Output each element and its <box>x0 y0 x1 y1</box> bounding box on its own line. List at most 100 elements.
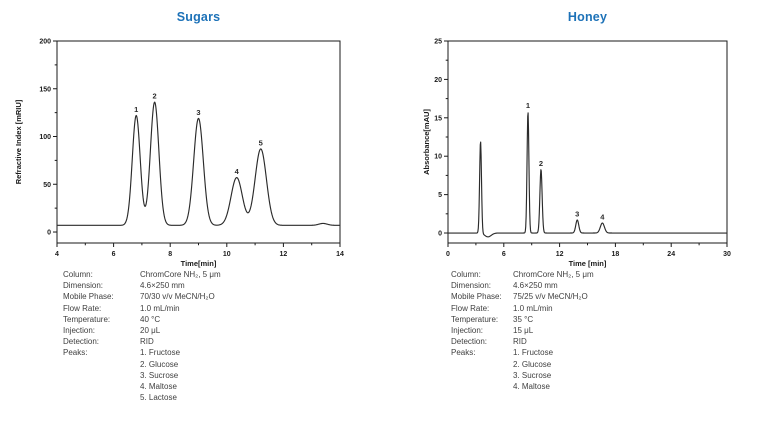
param-value: 20 μL <box>140 326 161 336</box>
y-tick-label: 20 <box>434 77 442 84</box>
param-value: 1.0 mL/min <box>513 303 553 313</box>
param-value: 5. Lactose <box>140 393 177 403</box>
condition-row: Column: ChromCore NH₂, 5 μm <box>63 269 221 280</box>
param-value: 2. Glucose <box>140 359 179 369</box>
peak-number-label: 1 <box>134 105 138 114</box>
param-label: Mobile Phase: <box>451 292 502 302</box>
y-tick-label: 0 <box>438 231 442 238</box>
param-value: 1. Fructose <box>140 348 181 358</box>
param-label: Flow Rate: <box>451 303 490 313</box>
param-label: Detection: <box>451 337 488 347</box>
chromatogram-trace <box>447 112 728 238</box>
param-label <box>63 370 140 381</box>
condition-row: Injection: 15 μL <box>451 325 594 336</box>
param-value: 4.6×250 mm <box>140 281 185 291</box>
param-label: Injection: <box>63 326 96 336</box>
param-label: Peaks: <box>63 348 88 358</box>
param-label <box>451 359 513 370</box>
condition-row: Temperature: 35 °C <box>451 314 594 325</box>
condition-row: Dimension: 4.6×250 mm <box>451 280 594 291</box>
y-axis-label: Absorbance[mAU] <box>422 109 431 175</box>
x-tick-label: 30 <box>723 251 731 258</box>
y-tick-label: 10 <box>434 154 442 161</box>
condition-row: Injection: 20 μL <box>63 325 221 336</box>
peak-number-label: 4 <box>235 167 240 176</box>
condition-row: Mobile Phase: 70/30 v/v MeCN/H₂O <box>63 291 221 302</box>
param-label: Temperature: <box>63 314 111 324</box>
x-tick-label: 6 <box>502 251 506 258</box>
y-tick-label: 5 <box>438 192 442 199</box>
condition-row: 3. Sucrose <box>451 370 594 381</box>
param-value: 4. Maltose <box>513 382 550 392</box>
x-tick-label: 8 <box>168 251 172 258</box>
param-label: Column: <box>63 270 93 279</box>
y-tick-label: 100 <box>39 134 51 141</box>
chromatogram-trace <box>56 101 341 226</box>
param-value: 70/30 v/v MeCN/H₂O <box>140 292 215 302</box>
peak-number-label: 3 <box>196 108 200 117</box>
peak-number-label: 4 <box>600 213 605 222</box>
param-value: 1.0 mL/min <box>140 303 180 313</box>
x-tick-label: 4 <box>55 251 59 258</box>
plot-frame <box>56 40 341 244</box>
param-label: Detection: <box>63 337 100 347</box>
condition-row: Flow Rate: 1.0 mL/min <box>63 303 221 314</box>
param-label <box>451 381 513 392</box>
condition-row: 4. Maltose <box>451 381 594 392</box>
peak-number-label: 5 <box>259 138 263 147</box>
param-label: Flow Rate: <box>63 303 102 313</box>
condition-row: Column: ChromCore NH₂, 5 μm <box>451 269 594 280</box>
condition-row: Temperature: 40 °C <box>63 314 221 325</box>
honey-conditions: Column: ChromCore NH₂, 5 μm Dimension: 4.6×… <box>451 269 594 392</box>
x-tick-label: 18 <box>612 251 620 258</box>
y-tick-label: 200 <box>39 39 51 46</box>
param-label <box>63 359 140 370</box>
chart-title-sugars: Sugars <box>176 10 221 24</box>
param-value: 35 °C <box>513 314 534 324</box>
param-label <box>63 381 140 392</box>
param-value: 4. Maltose <box>140 382 177 392</box>
param-label <box>63 392 140 403</box>
param-value: 2. Glucose <box>513 359 552 369</box>
param-value: ChromCore NH₂, 5 μm <box>140 270 221 279</box>
param-value: ChromCore NH₂, 5 μm <box>513 270 594 279</box>
condition-row: 3. Sucrose <box>63 370 221 381</box>
y-tick-label: 150 <box>39 86 51 93</box>
param-label: Column: <box>451 270 481 279</box>
y-tick-label: 25 <box>434 39 442 46</box>
param-value: 4.6×250 mm <box>513 281 558 291</box>
param-value: 40 °C <box>140 314 161 324</box>
condition-row: Dimension: 4.6×250 mm <box>63 280 221 291</box>
x-axis-label: Time [min] <box>569 259 607 268</box>
condition-row: Flow Rate: 1.0 mL/min <box>451 303 594 314</box>
param-value: 3. Sucrose <box>513 370 552 380</box>
param-value: RID <box>140 337 154 347</box>
y-tick-label: 15 <box>434 115 442 122</box>
sugars-chromatogram: 4 6 8 10 12 14050100150200Time[min]Refractive… <box>14 39 344 269</box>
x-tick-label: 10 <box>223 251 231 258</box>
param-value: RID <box>513 337 527 347</box>
x-axis-label: Time[min] <box>181 259 217 268</box>
condition-row: Detection: RID <box>63 336 221 347</box>
condition-row: 2. Glucose <box>63 359 221 370</box>
param-value: 15 μL <box>513 326 534 336</box>
param-label: Dimension: <box>451 281 492 291</box>
param-value: 75/25 v/v MeCN/H₂O <box>513 292 588 302</box>
param-label: Peaks: <box>451 348 476 358</box>
y-tick-label: 0 <box>47 230 51 237</box>
param-value: 3. Sucrose <box>140 370 179 380</box>
sugars-conditions: Column: ChromCore NH₂, 5 μm Dimension: 4.6×… <box>63 269 221 403</box>
chart-title-honey: Honey <box>567 10 608 24</box>
x-tick-label: 12 <box>280 251 288 258</box>
param-label <box>451 370 513 381</box>
peak-number-label: 2 <box>539 159 543 168</box>
x-tick-label: 12 <box>556 251 564 258</box>
peak-number-label: 3 <box>575 209 579 218</box>
x-tick-label: 6 <box>112 251 116 258</box>
condition-row: 2. Glucose <box>451 359 594 370</box>
condition-row: Peaks: 1. Fructose <box>451 347 594 358</box>
param-label: Temperature: <box>451 314 499 324</box>
y-axis-label: Refractive Index [mRIU] <box>14 99 23 184</box>
